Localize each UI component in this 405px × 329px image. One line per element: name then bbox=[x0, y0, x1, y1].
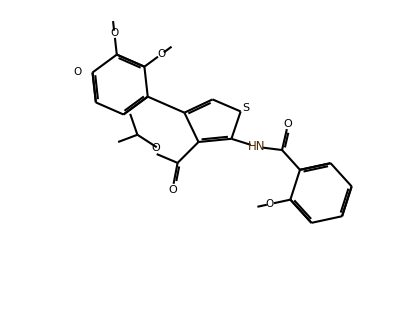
Text: HN: HN bbox=[248, 140, 266, 153]
Text: O: O bbox=[151, 143, 160, 153]
Text: O: O bbox=[158, 49, 166, 59]
Text: O: O bbox=[168, 185, 177, 195]
Text: O: O bbox=[73, 67, 81, 77]
Text: O: O bbox=[110, 28, 119, 38]
Text: O: O bbox=[284, 118, 292, 129]
Text: O: O bbox=[265, 199, 273, 209]
Text: S: S bbox=[242, 103, 249, 113]
